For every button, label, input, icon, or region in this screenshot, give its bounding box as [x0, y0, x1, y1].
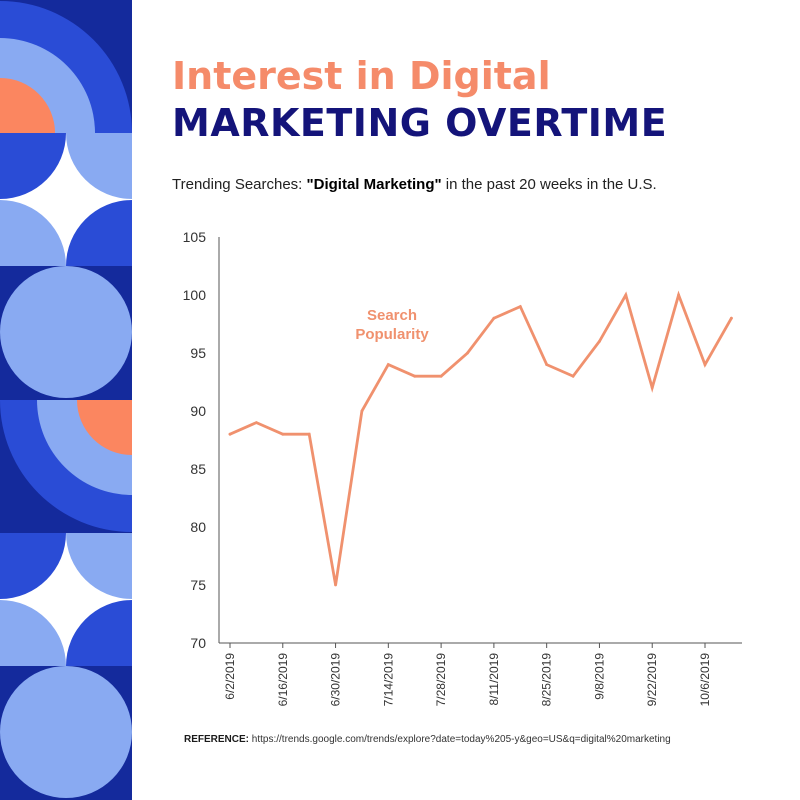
- x-tick-label: 8/25/2019: [540, 653, 554, 707]
- x-tick-label: 7/14/2019: [381, 653, 395, 707]
- decor-ring-inner: [0, 78, 55, 133]
- x-tick-label: 6/16/2019: [276, 653, 290, 707]
- series-line-search-popularity: [228, 290, 733, 586]
- data-point: [413, 374, 417, 378]
- x-tick-label: 9/22/2019: [645, 653, 659, 707]
- subtitle-highlight: "Digital Marketing": [306, 176, 442, 193]
- subtitle-prefix: Trending Searches:: [172, 176, 307, 193]
- data-point: [281, 432, 285, 436]
- data-point: [518, 305, 522, 308]
- decor-quarter-br: [66, 200, 132, 266]
- decor-tile-circle-upper: [0, 266, 132, 398]
- data-point: [228, 432, 232, 436]
- series-annotation-line2: Popularity: [355, 326, 429, 343]
- decor-quarter-br: [66, 600, 132, 666]
- data-point: [492, 316, 496, 320]
- x-tick-label: 9/8/2019: [592, 653, 606, 700]
- reference-note: REFERENCE: https://trends.google.com/tre…: [184, 734, 671, 745]
- decor-quarter-bl: [0, 600, 66, 666]
- subtitle-suffix: in the past 20 weeks in the U.S.: [441, 176, 657, 193]
- data-point: [729, 316, 733, 320]
- data-point: [307, 432, 311, 436]
- decor-tile-rings-top: [0, 1, 132, 133]
- decor-circle: [0, 266, 132, 398]
- y-tick-label: 85: [190, 461, 206, 477]
- data-point: [624, 293, 628, 297]
- y-tick-label: 75: [190, 577, 206, 593]
- data-point: [650, 386, 654, 390]
- data-point: [677, 293, 681, 297]
- y-tick-label: 100: [183, 287, 207, 303]
- y-tick-label: 80: [190, 519, 206, 535]
- y-tick-label: 70: [190, 635, 206, 651]
- y-tick-label: 105: [183, 229, 207, 245]
- series-annotation-line1: Search: [367, 307, 417, 324]
- x-tick-label: 8/11/2019: [487, 653, 501, 706]
- x-tick-label: 10/6/2019: [698, 653, 712, 707]
- x-tick-label: 6/2/2019: [223, 653, 237, 700]
- decor-tile-star-lower: [0, 533, 132, 666]
- x-tick-label: 7/28/2019: [434, 653, 448, 707]
- decor-ring-inner: [77, 400, 132, 455]
- page-title-line1: Interest in Digital: [172, 54, 551, 98]
- y-tick-label: 90: [190, 403, 206, 419]
- x-tick-label: 6/30/2019: [329, 653, 343, 707]
- data-point: [703, 363, 707, 366]
- data-point: [254, 421, 258, 424]
- page-title-line2: MARKETING OVERTIME: [172, 101, 668, 145]
- data-point: [571, 374, 575, 378]
- decor-quarter-tl: [0, 133, 66, 199]
- decor-quarter-tr: [66, 533, 132, 599]
- decor-circle: [0, 666, 132, 798]
- chart-subtitle: Trending Searches: "Digital Marketing" i…: [172, 176, 657, 193]
- data-point: [334, 583, 337, 587]
- decor-quarter-bl: [0, 200, 66, 266]
- reference-label: REFERENCE:: [184, 734, 250, 745]
- decor-tile-circle-lower: [0, 666, 132, 798]
- decor-quarter-tr: [66, 133, 132, 199]
- y-tick-label: 95: [190, 345, 206, 361]
- decor-tile-star-upper: [0, 133, 132, 266]
- line-chart: 70 75 80 85 90 95 100 105 6/2/2019 6/16/2019 6/30/…: [183, 229, 742, 707]
- reference-url: https://trends.google.com/trends/explore…: [249, 734, 671, 745]
- data-point: [360, 409, 364, 413]
- data-point: [466, 351, 469, 355]
- data-point: [545, 363, 549, 366]
- data-point: [598, 340, 601, 343]
- decorative-pattern: [0, 0, 132, 800]
- data-point: [439, 374, 443, 378]
- data-point: [386, 363, 390, 366]
- decor-quarter-tl: [0, 533, 66, 599]
- decor-tile-rings-middle: [0, 400, 132, 532]
